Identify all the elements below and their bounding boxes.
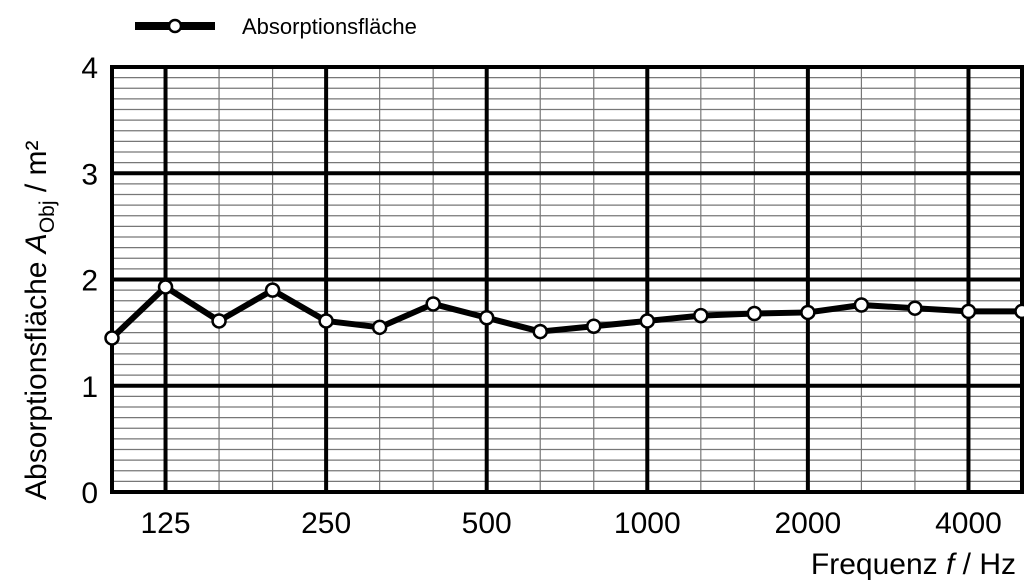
y-axis-title: Absorptionsfläche AObj / m²: [20, 140, 59, 500]
y-tick-label: 4: [81, 52, 98, 85]
legend-label: Absorptionsfläche: [242, 14, 417, 39]
x-axis-title: Frequenz f / Hz: [811, 548, 1016, 581]
data-point: [801, 306, 814, 319]
legend-marker-swatch: [169, 20, 181, 32]
y-axis-title-var: A: [20, 233, 53, 255]
x-tick-label: 500: [462, 507, 512, 540]
data-point: [748, 307, 761, 320]
x-tick-label: 125: [140, 507, 190, 540]
data-point: [908, 302, 921, 315]
y-tick-label: 1: [81, 371, 98, 404]
grid: [112, 67, 1022, 492]
data-point: [373, 321, 386, 334]
y-tick-label: 3: [81, 158, 98, 191]
data-point: [480, 311, 493, 324]
data-point: [159, 280, 172, 293]
x-tick-label: 250: [301, 507, 351, 540]
x-axis-title-main: Frequenz: [811, 548, 946, 581]
x-tick-label: 1000: [614, 507, 681, 540]
x-tick-label: 2000: [775, 507, 842, 540]
data-point: [266, 284, 279, 297]
data-point: [534, 325, 547, 338]
y-tick-label: 2: [81, 265, 98, 298]
legend: Absorptionsfläche: [135, 14, 417, 39]
y-axis-title-unit: / m²: [20, 140, 53, 200]
y-axis-title-main: Absorptionsfläche: [20, 253, 53, 500]
y-tick-label: 0: [81, 477, 98, 510]
data-point: [213, 314, 226, 327]
y-axis-title-sub: Obj: [36, 200, 59, 233]
data-point: [641, 314, 654, 327]
data-point: [587, 320, 600, 333]
data-point: [106, 331, 119, 344]
data-point: [962, 305, 975, 318]
data-point: [694, 309, 707, 322]
x-tick-label: 4000: [935, 507, 1002, 540]
data-point: [320, 314, 333, 327]
series-line-absorptionsflaeche: [112, 287, 1022, 338]
data-point: [427, 297, 440, 310]
data-point: [855, 299, 868, 312]
data-point: [1016, 305, 1024, 318]
x-axis-title-unit: / Hz: [954, 548, 1016, 581]
